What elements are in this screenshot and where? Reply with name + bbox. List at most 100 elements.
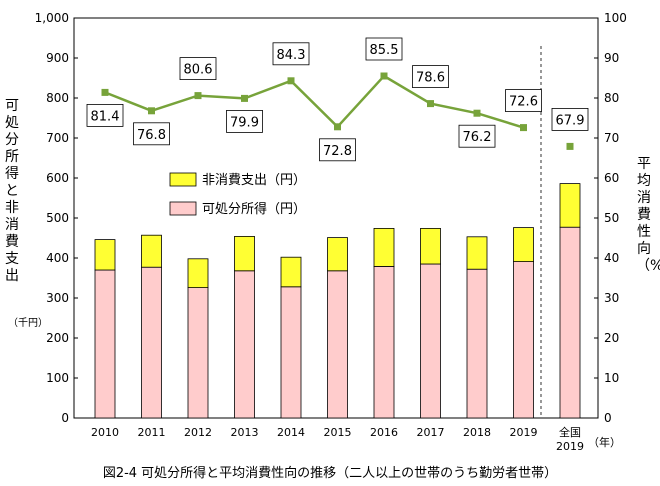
chart-caption: 図2-4 可処分所得と平均消費性向の推移（二人以上の世帯のうち勤労者世帯） bbox=[102, 466, 558, 481]
right-tick-label: 70 bbox=[604, 131, 619, 145]
data-label: 72.6 bbox=[509, 95, 538, 110]
data-label-box bbox=[226, 110, 263, 133]
propensity-point bbox=[520, 124, 527, 132]
left-tick-label: 800 bbox=[46, 91, 69, 105]
right-tick-label: 10 bbox=[604, 371, 619, 385]
propensity-point bbox=[566, 142, 574, 150]
bar-non-consumption bbox=[513, 227, 534, 263]
right-tick-label: 50 bbox=[604, 211, 619, 225]
left-tick-label: 0 bbox=[61, 411, 69, 425]
left-tick-label: 100 bbox=[46, 371, 69, 385]
legend-swatch bbox=[169, 172, 197, 187]
data-label: 79.9 bbox=[230, 115, 259, 130]
left-tick-label: 500 bbox=[46, 211, 69, 225]
data-label-box bbox=[365, 37, 403, 61]
bar-non-consumption bbox=[280, 256, 302, 288]
data-label-box bbox=[319, 138, 356, 162]
propensity-point bbox=[287, 77, 295, 85]
data-label-box bbox=[133, 122, 170, 146]
bar-disposable-income bbox=[141, 266, 162, 419]
bar-non-consumption bbox=[94, 239, 116, 271]
data-label-box bbox=[86, 104, 124, 127]
data-label: 81.4 bbox=[91, 109, 120, 124]
bar-non-consumption bbox=[420, 227, 441, 265]
data-label-box bbox=[412, 65, 449, 88]
data-label-box bbox=[272, 42, 310, 66]
bar-non-consumption bbox=[466, 236, 488, 270]
x-tick-label: 全国 bbox=[559, 425, 581, 439]
bar-disposable-income bbox=[559, 226, 581, 419]
x-axis-unit: （年） bbox=[588, 436, 621, 449]
bar-disposable-income bbox=[466, 268, 488, 419]
bar-non-consumption bbox=[234, 235, 255, 272]
legend-label: 可処分所得（円） bbox=[202, 201, 306, 217]
x-tick-label: 2013 bbox=[231, 426, 259, 439]
x-tick-label: 2017 bbox=[417, 426, 445, 439]
right-tick-label: 20 bbox=[604, 331, 619, 345]
bar-disposable-income bbox=[234, 270, 255, 419]
right-tick-label: 0 bbox=[604, 411, 612, 425]
data-label: 76.2 bbox=[463, 130, 492, 145]
propensity-point bbox=[334, 123, 341, 131]
bar-non-consumption bbox=[559, 183, 581, 228]
right-tick-label: 60 bbox=[604, 171, 619, 185]
right-tick-label: 80 bbox=[604, 91, 619, 105]
propensity-point bbox=[194, 92, 202, 100]
x-tick-label: 2019 bbox=[510, 426, 538, 439]
propensity-point bbox=[380, 72, 388, 80]
data-label: 80.6 bbox=[184, 63, 213, 78]
propensity-point bbox=[427, 100, 434, 108]
right-tick-label: 100 bbox=[604, 11, 627, 25]
right-axis-title: 平均消費性向（%） bbox=[636, 156, 660, 274]
left-tick-label: 900 bbox=[46, 51, 69, 65]
left-axis-unit: （千円） bbox=[8, 318, 48, 329]
data-label-box bbox=[551, 108, 589, 131]
propensity-point bbox=[473, 109, 481, 117]
bar-disposable-income bbox=[420, 263, 441, 419]
data-label: 72.8 bbox=[323, 144, 352, 159]
propensity-point bbox=[101, 88, 109, 96]
propensity-point bbox=[241, 94, 248, 102]
data-label: 85.5 bbox=[370, 43, 399, 58]
left-axis-title: 可処分所得と非消費支出 bbox=[5, 98, 19, 284]
left-tick-label: 1,000 bbox=[35, 11, 69, 25]
bar-disposable-income bbox=[94, 269, 116, 419]
data-label: 84.3 bbox=[277, 48, 306, 63]
bar-non-consumption bbox=[187, 258, 209, 288]
bar-non-consumption bbox=[327, 237, 348, 272]
bar-non-consumption bbox=[141, 234, 162, 268]
x-tick-label: 2015 bbox=[324, 426, 352, 439]
bar-disposable-income bbox=[187, 287, 209, 419]
x-tick-label: 2010 bbox=[91, 426, 119, 439]
bar-disposable-income bbox=[327, 270, 348, 419]
right-tick-label: 30 bbox=[604, 291, 619, 305]
bar-non-consumption bbox=[373, 227, 395, 267]
left-tick-label: 300 bbox=[46, 291, 69, 305]
data-label: 76.8 bbox=[137, 128, 166, 143]
x-tick-label: 2012 bbox=[184, 426, 212, 439]
data-label: 78.6 bbox=[416, 71, 445, 86]
left-tick-label: 600 bbox=[46, 171, 69, 185]
x-tick-label: 2011 bbox=[138, 426, 166, 439]
right-tick-label: 90 bbox=[604, 51, 619, 65]
x-tick-label: 2014 bbox=[277, 426, 305, 439]
data-label-box bbox=[458, 124, 496, 148]
data-label: 67.9 bbox=[556, 113, 585, 128]
left-tick-label: 400 bbox=[46, 251, 69, 265]
legend-swatch bbox=[169, 201, 197, 216]
bar-disposable-income bbox=[280, 286, 302, 419]
x-tick-label: 2016 bbox=[370, 426, 398, 439]
data-label-box bbox=[505, 89, 542, 112]
x-tick-label: 2019 bbox=[556, 440, 584, 453]
propensity-line bbox=[104, 74, 524, 129]
propensity-point bbox=[148, 107, 155, 115]
bar-disposable-income bbox=[513, 261, 534, 419]
bar-disposable-income bbox=[373, 265, 395, 419]
right-tick-label: 40 bbox=[604, 251, 619, 265]
legend-label: 非消費支出（円） bbox=[202, 173, 306, 188]
left-tick-label: 200 bbox=[46, 331, 69, 345]
left-tick-label: 700 bbox=[46, 131, 69, 145]
x-tick-label: 2018 bbox=[463, 426, 491, 439]
data-label-box bbox=[179, 57, 217, 80]
